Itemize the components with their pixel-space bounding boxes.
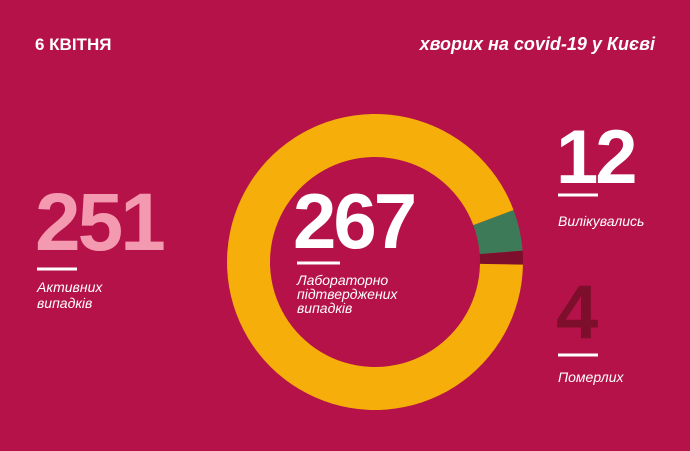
stat-number: 251 [35,177,164,268]
donut-segment [479,250,523,265]
donut-segment [473,209,523,254]
stat-number: 12 [556,115,635,200]
total-number: 267 [293,177,414,265]
stat-label: Активних випадків [36,279,103,311]
total-label: Лабораторно підтверджених випадків [296,272,398,316]
stat-label: Померлих [558,369,624,385]
title: хворих на covid-19 у Києві [419,34,656,54]
date: 6 КВІТНЯ [35,35,111,54]
stat-number: 4 [556,270,598,355]
stat-label: Вилікувались [558,213,644,229]
